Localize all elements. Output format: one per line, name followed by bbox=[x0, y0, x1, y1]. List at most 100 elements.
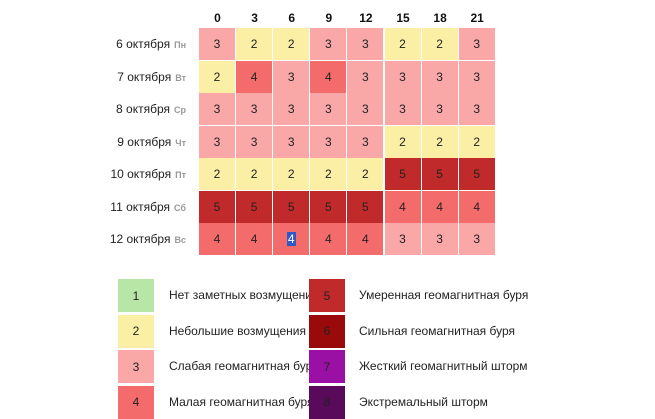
cell-value: 3 bbox=[287, 69, 295, 84]
weekday-text: Пт bbox=[175, 170, 186, 180]
legend-value: 5 bbox=[323, 288, 331, 303]
heatmap-cell: 4 bbox=[310, 60, 347, 93]
heatmap-cell: 2 bbox=[384, 28, 421, 60]
heatmap-cell: 3 bbox=[384, 223, 421, 255]
cell-value: 2 bbox=[287, 167, 295, 181]
date-text: 7 октября bbox=[117, 69, 172, 84]
heatmap-cell: 2 bbox=[384, 125, 421, 158]
cell-value: 5 bbox=[324, 199, 332, 214]
heatmap-cell: 4 bbox=[458, 190, 495, 223]
cell-value: 2 bbox=[436, 37, 443, 51]
heatmap-cell: 2 bbox=[310, 158, 347, 190]
weekday-text: Сб bbox=[174, 202, 186, 213]
legend-label: Малая геомагнитная буря bbox=[169, 394, 314, 409]
heatmap-cell: 3 bbox=[347, 60, 384, 93]
heatmap-cell: 3 bbox=[347, 125, 384, 158]
cell-value: 3 bbox=[436, 232, 443, 246]
cell-value: 3 bbox=[324, 102, 332, 116]
heatmap-cell: 3 bbox=[310, 93, 347, 125]
heatmap-cell: 2 bbox=[199, 60, 235, 93]
legend-swatch: 7 bbox=[309, 350, 345, 383]
heatmap-cell: 3 bbox=[421, 93, 458, 125]
heatmap-cell: 3 bbox=[458, 93, 495, 125]
heatmap-cell: 3 bbox=[347, 93, 384, 125]
hour-label: 18 bbox=[433, 11, 447, 25]
cell-value: 2 bbox=[213, 167, 221, 181]
date-label: 10 октября Пт bbox=[60, 167, 186, 181]
cell-value: 4 bbox=[473, 199, 481, 214]
legend-label: Небольшие возмущения bbox=[169, 323, 306, 338]
heatmap-cell: 5 bbox=[310, 190, 347, 223]
legend-label: Сильная геомагнитная буря bbox=[359, 323, 515, 338]
hour-label: 3 bbox=[251, 11, 258, 25]
cell-value: 4 bbox=[436, 199, 443, 214]
heatmap-cell: 3 bbox=[310, 125, 347, 158]
heatmap-cell: 3 bbox=[347, 28, 384, 60]
hour-label: 15 bbox=[396, 11, 410, 25]
cell-value: 2 bbox=[473, 134, 481, 149]
heatmap-cell: 5 bbox=[347, 190, 384, 223]
heatmap-cell: 2 bbox=[236, 28, 273, 60]
cell-value: 2 bbox=[287, 37, 295, 51]
heatmap-cell: 3 bbox=[273, 60, 310, 93]
cell-value: 4 bbox=[286, 232, 296, 246]
cell-value: 3 bbox=[362, 134, 369, 149]
cell-value: 3 bbox=[473, 102, 481, 116]
legend-label: Слабая геомагнитная буря bbox=[169, 359, 319, 373]
heatmap-cell: 3 bbox=[384, 60, 421, 93]
heatmap-cell: 5 bbox=[199, 190, 235, 223]
heatmap-cell: 4 bbox=[384, 190, 421, 223]
weekday-text: Пн bbox=[174, 40, 186, 50]
cell-value: 3 bbox=[324, 37, 332, 51]
legend-label: Жесткий геомагнитный шторм bbox=[359, 359, 528, 373]
legend-value: 6 bbox=[323, 324, 331, 338]
cell-value: 5 bbox=[436, 167, 443, 181]
legend-swatch: 2 bbox=[118, 314, 154, 348]
cell-value: 4 bbox=[362, 232, 369, 246]
cell-value: 3 bbox=[362, 69, 369, 84]
cell-value: 3 bbox=[324, 134, 332, 149]
heatmap-cell: 5 bbox=[273, 190, 310, 223]
heatmap-cell: 2 bbox=[421, 125, 458, 158]
heatmap-cell: 4 bbox=[199, 223, 235, 255]
hour-label: 12 bbox=[359, 11, 373, 25]
legend-swatch: 6 bbox=[309, 314, 345, 348]
legend-value: 1 bbox=[132, 288, 140, 303]
cell-value: 3 bbox=[436, 69, 443, 84]
cell-value: 3 bbox=[473, 37, 481, 51]
cell-value: 4 bbox=[324, 69, 332, 84]
heatmap-cell: 5 bbox=[384, 158, 421, 190]
date-label: 12 октября Вс bbox=[60, 232, 186, 246]
heatmap-cell: 4 bbox=[236, 223, 273, 255]
cell-value: 3 bbox=[213, 102, 221, 116]
date-label: 7 октября Вт bbox=[60, 70, 186, 84]
cell-value: 3 bbox=[362, 102, 369, 116]
cell-value: 3 bbox=[473, 232, 481, 246]
heatmap-cell: 2 bbox=[199, 158, 235, 190]
hour-label: 0 bbox=[214, 11, 221, 25]
legend-swatch: 8 bbox=[309, 385, 345, 419]
heatmap-cell: 2 bbox=[273, 158, 310, 190]
cell-value: 3 bbox=[287, 134, 295, 149]
legend-value: 7 bbox=[323, 359, 331, 374]
cell-value: 4 bbox=[213, 232, 221, 246]
heatmap-cell: 3 bbox=[384, 93, 421, 125]
cell-value: 2 bbox=[250, 167, 258, 181]
legend-value: 8 bbox=[323, 395, 331, 409]
heatmap-cell: 2 bbox=[347, 158, 384, 190]
date-label: 11 октября Сб bbox=[60, 200, 186, 214]
cell-value: 3 bbox=[250, 102, 258, 116]
cell-value: 4 bbox=[324, 232, 332, 246]
cell-value: 3 bbox=[399, 232, 406, 246]
heatmap-cell: 3 bbox=[236, 125, 273, 158]
cell-value: 5 bbox=[362, 199, 369, 214]
heatmap-cell: 4 bbox=[273, 223, 310, 255]
cell-value: 3 bbox=[213, 37, 221, 51]
heatmap-cell: 5 bbox=[236, 190, 273, 223]
heatmap-cell: 2 bbox=[273, 28, 310, 60]
date-label: 9 октября Чт bbox=[60, 135, 186, 149]
heatmap-cell: 3 bbox=[273, 125, 310, 158]
heatmap-cell: 5 bbox=[458, 158, 495, 190]
cell-value: 5 bbox=[473, 167, 481, 181]
heatmap-cell: 3 bbox=[199, 93, 235, 125]
